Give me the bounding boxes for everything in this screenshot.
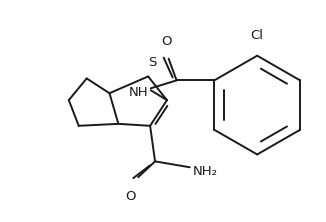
Text: NH₂: NH₂ (193, 165, 218, 178)
Text: NH: NH (129, 86, 149, 99)
Text: Cl: Cl (251, 29, 264, 42)
Text: S: S (148, 56, 156, 69)
Text: O: O (161, 35, 172, 48)
Text: O: O (125, 190, 136, 203)
